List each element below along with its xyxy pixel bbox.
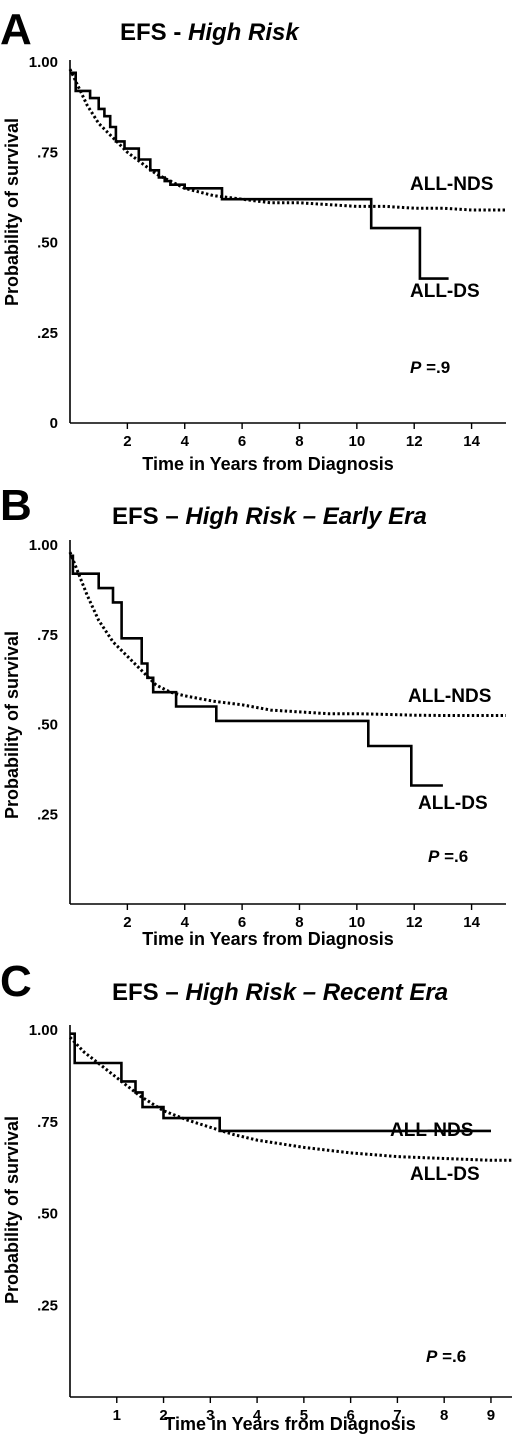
series-label-all-ds: ALL-DS [410, 281, 480, 302]
x-tick-label: 5 [300, 1407, 308, 1424]
x-tick-label: 2 [123, 433, 131, 450]
x-tick-label: 10 [348, 914, 365, 931]
y-tick-label: 1.00 [29, 537, 58, 554]
series-label-all-nds: ALL-NDS [410, 174, 493, 195]
x-tick-label: 14 [463, 914, 480, 931]
y-tick-label: .25 [37, 1297, 58, 1314]
p-value-number: =.9 [421, 358, 450, 377]
p-value-number: =.6 [437, 1347, 466, 1366]
x-tick-label: 6 [238, 433, 246, 450]
series-line-all-nds [70, 1032, 491, 1133]
x-tick-label: 4 [181, 433, 190, 450]
panel-a: A EFS - High Risk Probability of surviva… [0, 5, 506, 474]
y-axis-title: Probability of survival [2, 631, 22, 819]
series-label-all-ds: ALL-DS [418, 793, 488, 814]
panel-letter: C [0, 957, 32, 1006]
p-value-symbol: P [426, 1347, 438, 1366]
y-tick-label: .75 [37, 1114, 58, 1131]
x-tick-label: 8 [295, 433, 303, 450]
y-tick-label: .50 [37, 717, 58, 734]
series-label-all-ds: ALL-DS [410, 1164, 480, 1185]
y-tick-label: 1.00 [29, 54, 58, 71]
chart-title: EFS – High Risk – Early Era [112, 503, 427, 530]
x-axis-title: Time in Years from Diagnosis [164, 1414, 415, 1434]
p-value-number: =.6 [439, 847, 468, 866]
series-label-all-nds: ALL-NDS [408, 686, 491, 707]
x-tick-label: 4 [181, 914, 190, 931]
series-line-all-nds [68, 551, 506, 717]
chart-title: EFS - High Risk [120, 19, 300, 46]
y-tick-label: .25 [37, 806, 58, 823]
chart-title-italic: High Risk – Recent Era [185, 979, 448, 1006]
x-tick-label: 1 [113, 1407, 121, 1424]
chart-title-prefix: EFS - [120, 19, 188, 46]
x-tick-label: 12 [406, 914, 423, 931]
p-value: P =.9 [410, 358, 450, 377]
chart-title-prefix: EFS – [112, 979, 185, 1006]
y-tick-label: .75 [37, 144, 58, 161]
panel-b: B EFS – High Risk – Early Era Probabilit… [0, 481, 506, 949]
panel-letter: A [0, 5, 32, 54]
chart-title-prefix: EFS – [112, 503, 185, 530]
x-tick-label: 7 [393, 1407, 401, 1424]
x-tick-label: 8 [440, 1407, 448, 1424]
series-line-all-nds [68, 68, 506, 212]
x-tick-label: 6 [346, 1407, 354, 1424]
chart-title-italic: High Risk [188, 19, 300, 46]
y-tick-label: .75 [37, 627, 58, 644]
x-tick-label: 4 [253, 1407, 262, 1424]
panel-letter: B [0, 481, 32, 530]
x-tick-label: 14 [463, 433, 480, 450]
y-axis-title: Probability of survival [2, 1116, 22, 1304]
y-tick-label: 1.00 [29, 1022, 58, 1039]
series-line-all-ds [70, 71, 449, 280]
y-tick-label: .25 [37, 325, 58, 342]
series-label-all-nds: ALL-NDS [390, 1120, 473, 1141]
chart-title-italic: High Risk – Early Era [185, 503, 426, 530]
y-tick-label: .50 [37, 235, 58, 252]
y-tick-label: 0 [50, 415, 58, 432]
x-tick-label: 9 [487, 1407, 495, 1424]
y-tick-label: .50 [37, 1206, 58, 1223]
p-value-symbol: P [410, 358, 422, 377]
x-tick-label: 2 [123, 914, 131, 931]
p-value: P =.6 [426, 1347, 466, 1366]
panel-c: C EFS – High Risk – Recent Era Probabili… [0, 957, 512, 1434]
x-tick-label: 3 [206, 1407, 214, 1424]
x-tick-label: 12 [406, 433, 423, 450]
chart-title: EFS – High Risk – Recent Era [112, 979, 448, 1006]
x-axis-title: Time in Years from Diagnosis [142, 929, 393, 949]
series-line-all-ds [70, 554, 443, 787]
y-axis-title: Probability of survival [2, 118, 22, 306]
x-tick-label: 8 [295, 914, 303, 931]
x-tick-label: 6 [238, 914, 246, 931]
p-value: P =.6 [428, 847, 468, 866]
x-tick-label: 2 [159, 1407, 167, 1424]
x-tick-label: 10 [348, 433, 365, 450]
p-value-symbol: P [428, 847, 440, 866]
series-line-all-ds [68, 1036, 512, 1162]
x-axis-title: Time in Years from Diagnosis [142, 454, 393, 474]
